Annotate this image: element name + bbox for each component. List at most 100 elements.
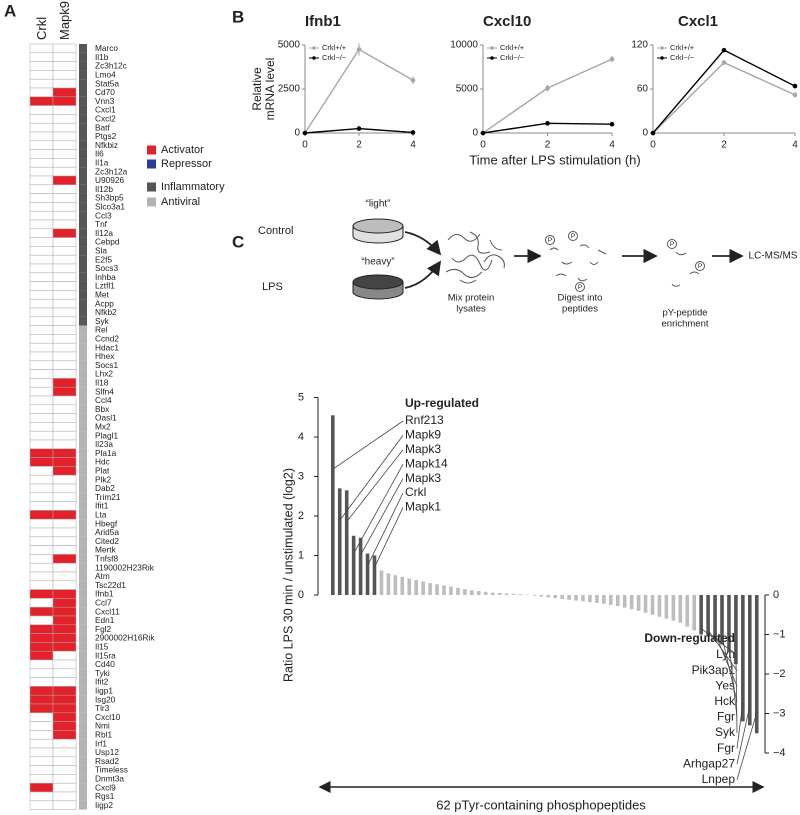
heatmap-cell	[29, 166, 54, 177]
heatmap-cell	[29, 730, 54, 740]
heatmap-cell	[29, 202, 54, 212]
bar	[497, 593, 502, 595]
marker	[545, 121, 550, 126]
y-tick-label: 2	[298, 510, 304, 522]
heatmap-cell	[29, 237, 54, 247]
heatmap-cell	[52, 193, 77, 203]
heatmap-cell	[29, 721, 54, 731]
gene-label: Plagl1	[95, 430, 118, 440]
group-bar	[79, 677, 87, 687]
heatmap-cell	[29, 677, 54, 687]
leader-line	[700, 628, 738, 656]
group-bar	[79, 633, 87, 643]
category-label: Mapk3	[405, 471, 441, 485]
leader-line	[736, 712, 758, 780]
group-bar	[79, 352, 87, 361]
gene-label: Fgl2	[95, 624, 112, 634]
bar	[435, 584, 439, 595]
legend-label: Crkl−/−	[670, 53, 695, 62]
heatmap-cell	[52, 765, 77, 775]
bar	[595, 595, 599, 603]
group-bar	[79, 765, 87, 775]
y-tick-label: 5	[298, 391, 304, 403]
bar	[629, 595, 634, 610]
series-line	[652, 61, 796, 134]
phospho-label: P	[670, 241, 674, 248]
gene-label: Sh3bp5	[95, 193, 124, 203]
legend-swatch	[147, 159, 156, 169]
group-bar	[79, 572, 87, 581]
legend-label: Antiviral	[161, 196, 200, 208]
bar	[337, 488, 342, 595]
heatmap-cell	[52, 114, 77, 124]
x-tick-label: 0	[650, 140, 656, 151]
bar	[574, 595, 578, 601]
group-bar	[79, 308, 87, 317]
heatmap-cell	[29, 96, 54, 106]
bar	[671, 595, 676, 621]
legend-label: Activator	[161, 144, 204, 156]
heatmap-cell	[29, 624, 54, 634]
y-tick-label: 10000	[450, 40, 478, 51]
heatmap-cell	[29, 149, 54, 159]
heatmap-cell	[52, 263, 77, 274]
heatmap-cell	[52, 202, 77, 212]
heatmap-cell	[29, 404, 54, 414]
heatmap-cell	[29, 254, 54, 265]
bar	[504, 593, 509, 595]
marker	[609, 56, 615, 62]
legend-label: Crkl−/−	[322, 53, 347, 62]
gene-label: Oasl1	[95, 413, 117, 423]
heatmap-cell	[52, 351, 77, 362]
gene-label: Cebpd	[95, 237, 120, 247]
bar	[518, 594, 523, 595]
heatmap-cell	[29, 774, 54, 784]
gene-label: Tnfsf8	[95, 553, 118, 563]
heatmap-cell	[29, 351, 54, 362]
x-tick-label: 2	[356, 140, 362, 151]
phospho-label: P	[578, 284, 582, 291]
heatmap-cell	[52, 633, 77, 643]
heatmap-cell	[52, 298, 77, 309]
heatmap-cell	[52, 316, 77, 326]
gene-label: Tlr3	[95, 703, 110, 713]
category-label: Mapk14	[405, 456, 448, 470]
heatmap-cell	[52, 334, 77, 344]
heatmap-cell	[29, 219, 54, 230]
bar	[602, 595, 606, 604]
panel-label: B	[232, 7, 244, 26]
legend-marker	[312, 56, 316, 60]
heatmap-cell	[29, 272, 54, 282]
x-tick-label: 0	[302, 140, 308, 151]
group-bar	[79, 624, 87, 634]
heatmap-cell	[29, 598, 54, 608]
heatmap-cell	[29, 791, 54, 802]
heatmap-cell	[52, 184, 77, 194]
leader-line	[346, 449, 404, 522]
gene-label: Il1a	[95, 157, 109, 167]
bar	[386, 573, 391, 595]
panel-label: C	[232, 232, 244, 251]
heatmap-cell	[29, 545, 54, 555]
heatmap-cell	[52, 386, 77, 397]
heatmap-cell	[52, 677, 77, 687]
heatmap-cell	[29, 747, 54, 758]
heatmap-cell	[52, 562, 77, 573]
heatmap-cell	[52, 756, 77, 766]
heatmap-cell	[29, 633, 54, 643]
heatmap-cell	[52, 501, 77, 511]
gene-label: Ccl3	[95, 210, 112, 220]
bar	[456, 587, 460, 595]
group-bar	[79, 413, 87, 423]
heatmap-cell	[52, 659, 77, 670]
heatmap-cell	[52, 281, 77, 291]
y-axis-label: Relative	[250, 67, 264, 111]
bar	[713, 595, 717, 641]
group-bar	[79, 466, 87, 476]
gene-label: Stat5a	[95, 78, 119, 88]
heatmap-cell	[52, 360, 77, 370]
gene-label: Socs3	[95, 263, 118, 273]
legend-label: Crkl−/−	[500, 53, 525, 62]
heatmap-cell	[29, 193, 54, 203]
group-bar	[79, 123, 87, 132]
